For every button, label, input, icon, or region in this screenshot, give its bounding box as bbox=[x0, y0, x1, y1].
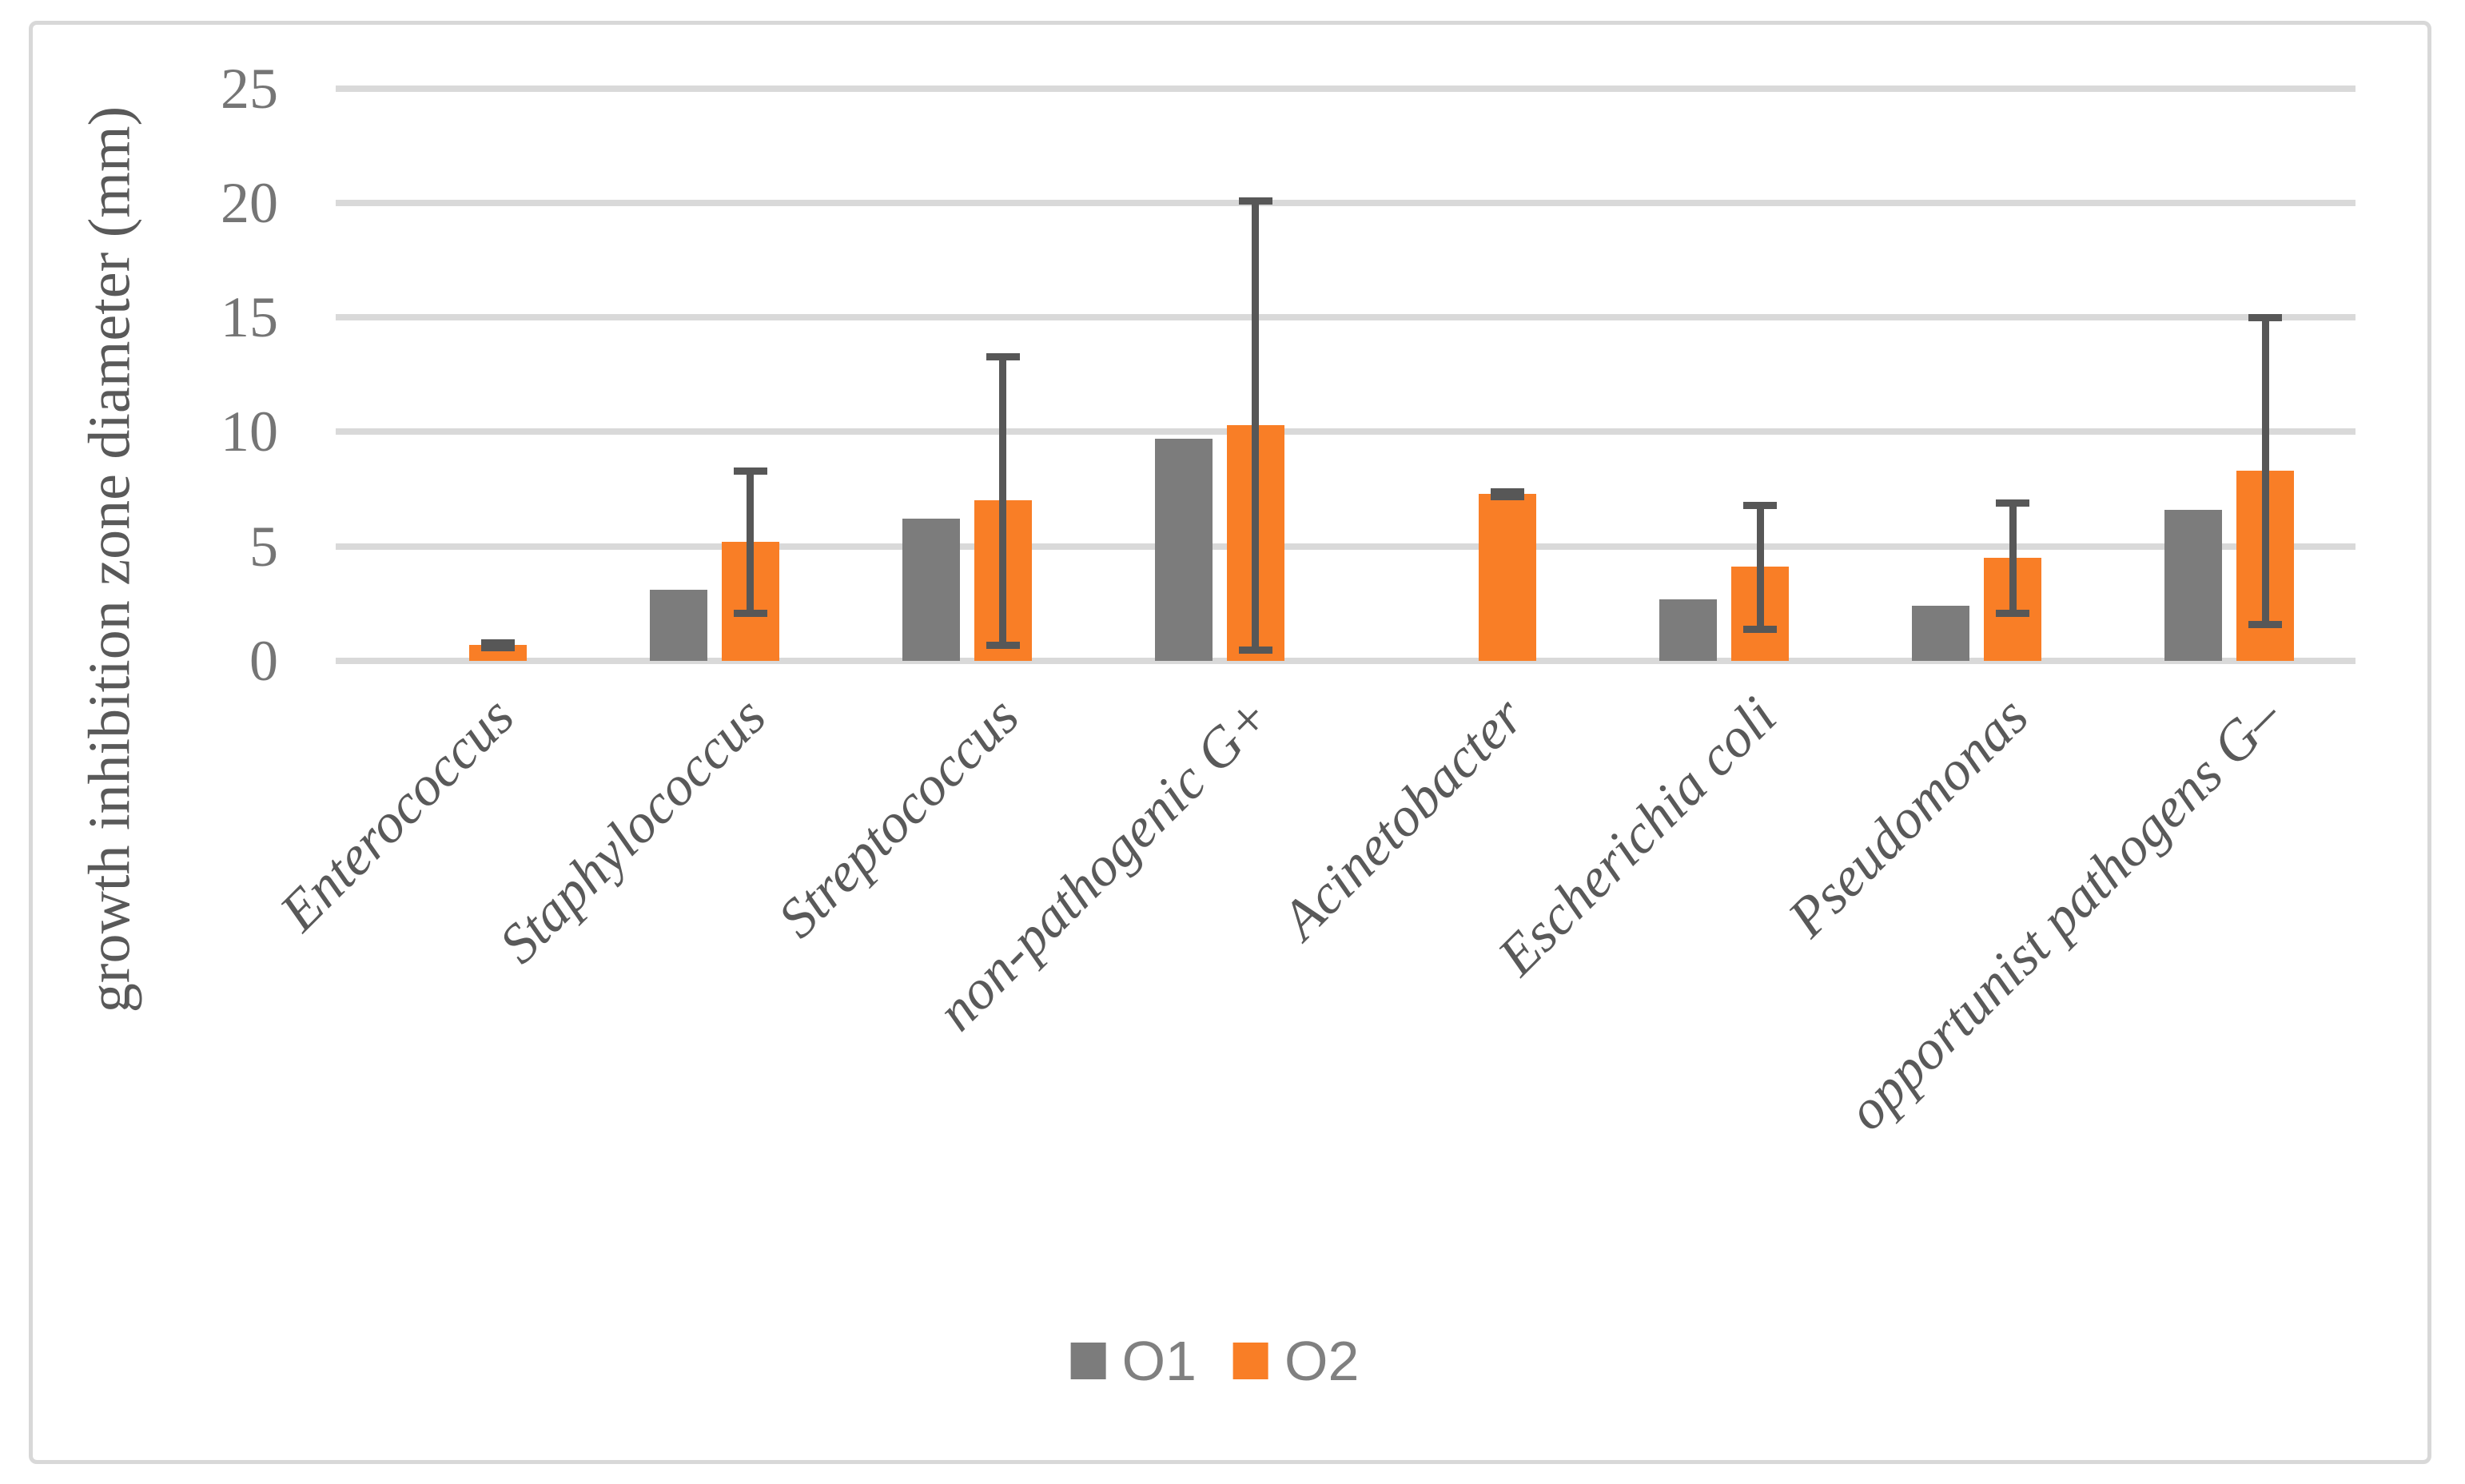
error-bar-cap-top-5 bbox=[1743, 502, 1778, 510]
bar-o1-5 bbox=[1659, 599, 1718, 661]
error-bar-line-7 bbox=[2261, 317, 2269, 625]
error-bar-line-6 bbox=[2009, 503, 2017, 613]
gridline-10 bbox=[336, 428, 2355, 436]
error-bar-cap-bottom-3 bbox=[1238, 646, 1272, 654]
y-tick-label-5: 5 bbox=[249, 514, 278, 579]
y-tick-label-0: 0 bbox=[249, 629, 278, 693]
error-bar-cap-top-7 bbox=[2248, 314, 2283, 322]
error-bar-cap-top-6 bbox=[1996, 499, 2030, 507]
figure-border bbox=[29, 21, 2431, 1464]
error-bar-line-3 bbox=[1252, 200, 1260, 650]
y-tick-label-20: 20 bbox=[221, 170, 278, 235]
gridline-0 bbox=[336, 658, 2355, 664]
error-bar-cap-bottom-4 bbox=[1491, 492, 1525, 500]
error-bar-cap-top-1 bbox=[733, 467, 767, 475]
error-bar-cap-bottom-5 bbox=[1743, 625, 1778, 633]
legend-label-o1: O1 bbox=[1121, 1330, 1197, 1392]
error-bar-line-1 bbox=[747, 471, 755, 613]
legend-item-o1: O1 bbox=[1070, 1330, 1197, 1392]
error-bar-line-2 bbox=[999, 356, 1007, 645]
error-bar-cap-bottom-7 bbox=[2248, 621, 2283, 629]
bar-o1-6 bbox=[1912, 606, 1970, 661]
bar-o2-4 bbox=[1479, 493, 1537, 661]
bar-o1-7 bbox=[2164, 509, 2223, 661]
error-bar-cap-bottom-0 bbox=[480, 643, 515, 651]
y-tick-label-25: 25 bbox=[221, 56, 278, 121]
error-bar-line-5 bbox=[1756, 505, 1764, 629]
y-tick-label-15: 15 bbox=[221, 285, 278, 350]
error-bar-cap-bottom-6 bbox=[1996, 609, 2030, 617]
legend: O1 O2 bbox=[1070, 1330, 1359, 1392]
gridline-20 bbox=[336, 199, 2355, 206]
error-bar-cap-top-0 bbox=[480, 639, 515, 647]
error-bar-cap-top-2 bbox=[986, 352, 1020, 360]
error-bar-cap-bottom-2 bbox=[986, 641, 1020, 649]
gridline-15 bbox=[336, 314, 2355, 321]
bar-o1-1 bbox=[649, 590, 707, 661]
bar-o1-3 bbox=[1154, 438, 1213, 661]
y-axis-title: growth inhibition zone diameter (mm) bbox=[77, 105, 143, 1013]
gridline-25 bbox=[336, 85, 2355, 92]
legend-item-o2: O2 bbox=[1233, 1333, 1359, 1389]
error-bar-cap-bottom-1 bbox=[733, 609, 767, 617]
bar-o1-2 bbox=[902, 519, 960, 661]
legend-swatch-o2 bbox=[1233, 1343, 1268, 1379]
legend-label-o2: O2 bbox=[1284, 1330, 1360, 1392]
gridline-5 bbox=[336, 543, 2355, 550]
y-tick-label-10: 10 bbox=[221, 400, 278, 464]
error-bar-cap-top-4 bbox=[1491, 487, 1525, 495]
error-bar-cap-top-3 bbox=[1238, 197, 1272, 205]
legend-swatch-o1 bbox=[1070, 1343, 1106, 1379]
